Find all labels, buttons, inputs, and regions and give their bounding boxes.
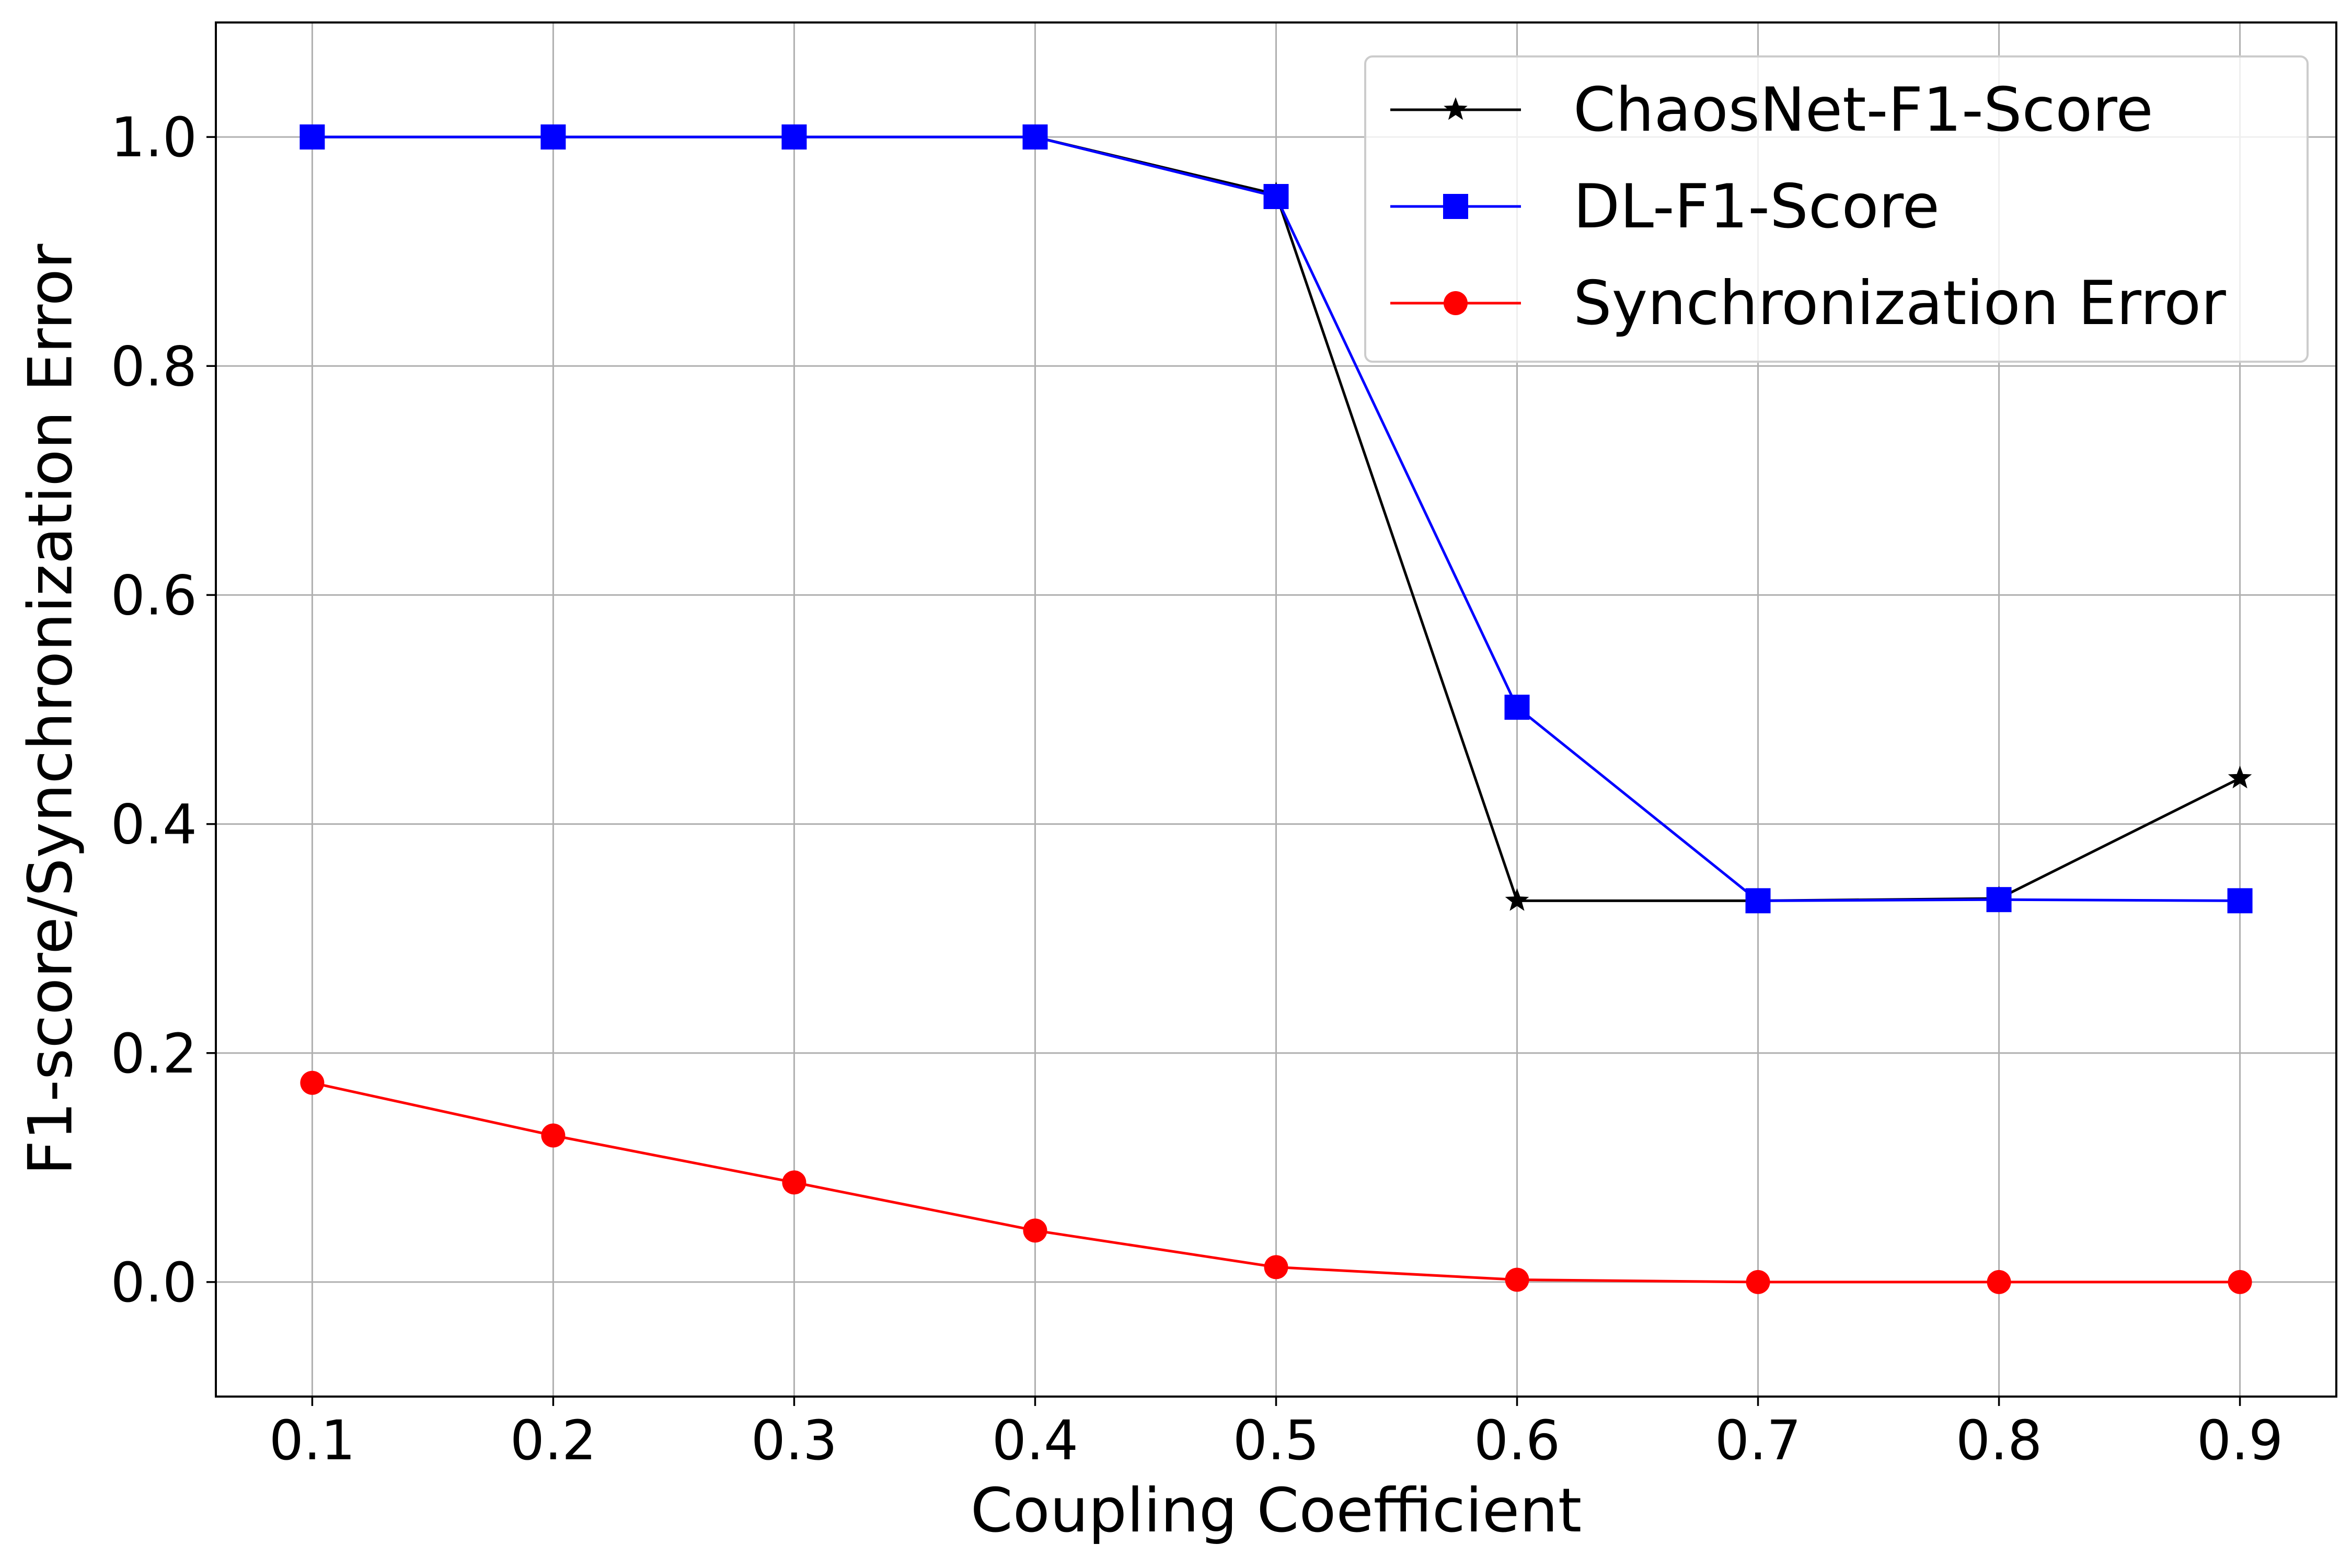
legend-label: Synchronization Error	[1573, 268, 2226, 339]
legend-marker	[1443, 194, 1468, 219]
legend-entry-chaosnet-f1-score: ChaosNet-F1-Score	[1390, 75, 2153, 145]
y-tick-label: 0.2	[111, 1022, 197, 1086]
legend-label: DL-F1-Score	[1573, 171, 1940, 242]
x-tick-label: 0.2	[510, 1409, 596, 1472]
legend-entry-dl-f1-score: DL-F1-Score	[1390, 171, 1940, 242]
data-point-synchronization-error	[1505, 1267, 1529, 1292]
y-tick-label: 0.6	[111, 563, 197, 627]
y-axis-label: F1-score/Synchronization Error	[16, 244, 86, 1175]
data-point-chaosnet-f1-score	[2228, 766, 2252, 789]
y-tick-label: 0.4	[111, 793, 197, 857]
x-tick-label: 0.8	[1956, 1409, 2042, 1472]
legend: ChaosNet-F1-Score DL-F1-Score Synchronizat…	[1364, 55, 2309, 363]
data-point-synchronization-error	[1264, 1255, 1288, 1279]
data-point-synchronization-error	[782, 1170, 806, 1195]
data-point-dl-f1-score	[1263, 184, 1289, 210]
x-tick-label: 0.6	[1474, 1409, 1560, 1472]
data-point-dl-f1-score	[1986, 887, 2012, 913]
legend-label: ChaosNet-F1-Score	[1573, 75, 2153, 145]
data-point-synchronization-error	[2228, 1270, 2252, 1294]
x-tick-label: 0.1	[269, 1409, 355, 1472]
legend-marker	[1444, 291, 1468, 315]
data-point-dl-f1-score	[1745, 888, 1771, 914]
y-tick-label: 1.0	[111, 106, 197, 169]
data-point-dl-f1-score	[781, 124, 807, 150]
y-axis-ticks: 0.0 0.2 0.4 0.6 0.8 1.0	[111, 106, 216, 1315]
data-point-dl-f1-score	[2227, 888, 2253, 914]
legend-entry-synchronization-error: Synchronization Error	[1390, 268, 2226, 339]
x-tick-label: 0.5	[1233, 1409, 1319, 1472]
x-tick-label: 0.7	[1715, 1409, 1801, 1472]
data-point-synchronization-error	[1746, 1270, 1770, 1294]
x-tick-label: 0.3	[751, 1409, 837, 1472]
data-point-synchronization-error	[1023, 1218, 1047, 1243]
y-tick-label: 0.0	[111, 1251, 197, 1315]
series-markers	[299, 124, 2253, 1294]
x-axis-label: Coupling Coefficient	[971, 1475, 1582, 1546]
legend-marker	[1444, 97, 1468, 120]
x-tick-label: 0.9	[2197, 1409, 2283, 1472]
data-point-dl-f1-score	[1022, 124, 1048, 150]
x-tick-label: 0.4	[992, 1409, 1078, 1472]
data-point-dl-f1-score	[1504, 695, 1530, 720]
legend-box	[1364, 55, 2309, 363]
data-point-dl-f1-score	[540, 124, 566, 150]
x-axis-ticks: 0.1 0.2 0.3 0.4 0.5 0.6 0.7 0.8 0.9	[269, 1397, 2283, 1472]
data-point-chaosnet-f1-score	[1505, 888, 1529, 911]
data-point-synchronization-error	[1987, 1270, 2011, 1294]
data-point-synchronization-error	[300, 1070, 325, 1095]
y-tick-label: 0.8	[111, 335, 197, 398]
data-point-synchronization-error	[541, 1123, 566, 1148]
data-point-dl-f1-score	[299, 124, 325, 150]
